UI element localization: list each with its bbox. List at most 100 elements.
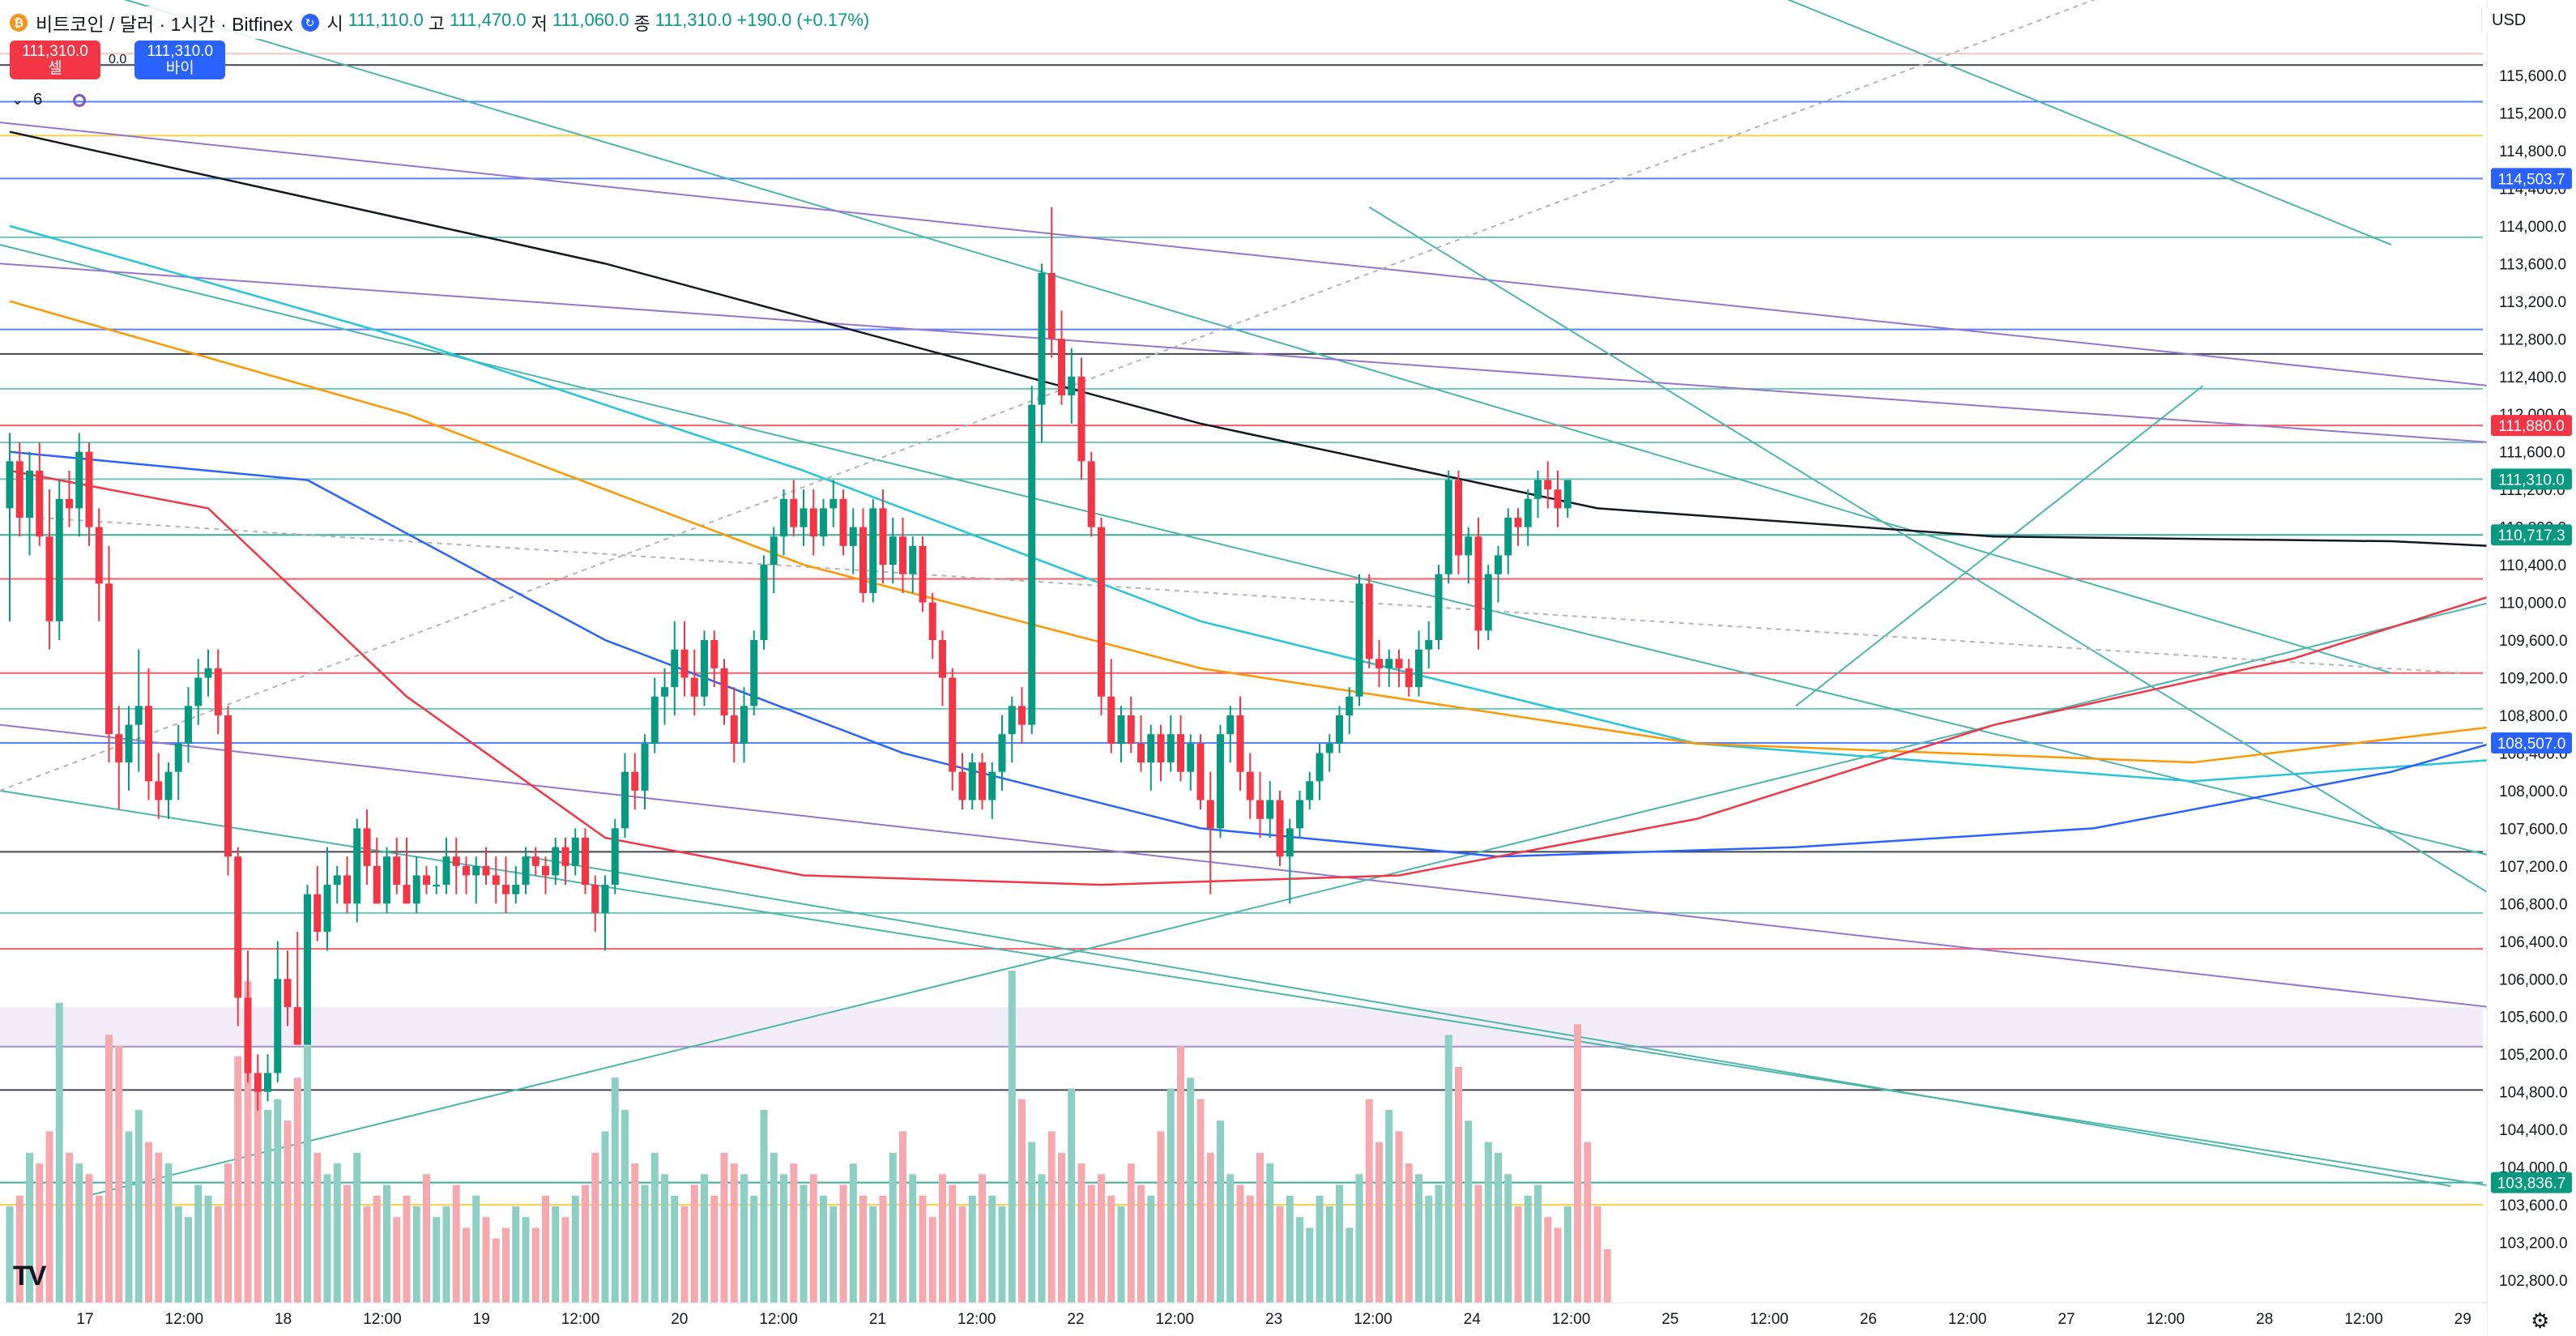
time-tick-label: 12:00	[1354, 1311, 1392, 1328]
candle-body	[1316, 753, 1324, 782]
close-label: 종	[633, 14, 650, 34]
candle	[472, 856, 480, 904]
candle-body	[760, 565, 768, 641]
candle	[1038, 263, 1046, 443]
volume-bar	[988, 1195, 996, 1303]
trend-line	[0, 122, 2491, 387]
candle-body	[1474, 536, 1482, 631]
candle-body	[412, 875, 420, 904]
candle-body	[582, 837, 589, 886]
volume-bar	[869, 1206, 877, 1303]
volume-bar	[750, 1195, 758, 1303]
volume-bar	[1534, 1184, 1542, 1303]
volume-bar	[1346, 1227, 1354, 1303]
candle	[760, 555, 768, 650]
volume-bar	[1038, 1174, 1046, 1303]
horizontal-levels	[0, 53, 2483, 1206]
volume-bar	[403, 1195, 411, 1303]
volume-bar	[6, 1206, 14, 1303]
volume-bar	[979, 1174, 986, 1303]
volume-bar	[502, 1227, 510, 1303]
candle-body	[979, 762, 986, 800]
candle-body	[1504, 518, 1512, 556]
candle-body	[383, 856, 390, 904]
candle-body	[1117, 715, 1125, 744]
candle-body	[968, 762, 976, 800]
candle-body	[264, 1073, 271, 1092]
candle	[502, 856, 510, 913]
live-refresh-icon[interactable]: ↻	[301, 14, 319, 32]
volume-bar	[1574, 1024, 1581, 1303]
currency-selector[interactable]: USD	[2481, 8, 2565, 32]
candle-body	[621, 771, 629, 829]
candle	[75, 433, 83, 537]
volume-bar	[1584, 1142, 1592, 1303]
candle	[650, 677, 659, 753]
sell-label: 셀	[48, 60, 62, 77]
volume-bar	[492, 1238, 500, 1303]
candle	[582, 828, 589, 894]
moving-average-line	[9, 450, 2576, 858]
candle-body	[1425, 640, 1433, 650]
volume-bars	[6, 971, 1611, 1303]
candle-body	[998, 734, 1006, 772]
candle	[55, 480, 63, 641]
price-tick-label: 112,400.0	[2499, 369, 2566, 386]
candle-body	[561, 847, 569, 866]
candle	[244, 950, 252, 1083]
time-axis-bg	[0, 1303, 2487, 1336]
volume-bar	[582, 1184, 589, 1303]
price-tick-label: 115,200.0	[2499, 105, 2566, 122]
candle-body	[1325, 743, 1333, 753]
candle	[1196, 734, 1205, 810]
candle	[770, 527, 778, 593]
price-tick-label: 102,800.0	[2499, 1273, 2568, 1290]
candle-body	[730, 715, 738, 744]
candle	[1028, 386, 1036, 735]
volume-bar	[1166, 1088, 1175, 1303]
chevron-down-icon[interactable]: ⌄	[11, 92, 24, 108]
candle	[522, 847, 530, 894]
candle-body	[522, 856, 530, 886]
candle	[1177, 715, 1184, 782]
gear-icon[interactable]: ⚙	[2531, 1308, 2550, 1333]
candle-body	[1038, 272, 1046, 405]
candle-body	[1246, 771, 1254, 800]
candle-body	[661, 687, 668, 697]
sell-button[interactable]: 111,310.0 셀	[10, 41, 100, 79]
high-value: 111,470.0	[450, 10, 527, 30]
price-axis: 115,600.0115,200.0114,800.0114,400.0114,…	[2486, 0, 2576, 1336]
candle-body	[125, 724, 133, 763]
candle	[1375, 640, 1383, 688]
candle-body	[601, 885, 609, 913]
candle	[1266, 781, 1274, 838]
time-tick-label: 21	[869, 1311, 886, 1328]
price-tag-label: 111,880.0	[2498, 418, 2565, 435]
candle	[780, 489, 787, 556]
candle	[859, 508, 867, 603]
indicator-visibility-icon[interactable]	[73, 93, 87, 107]
candle	[264, 1054, 271, 1102]
candle-body	[710, 640, 719, 668]
symbol-title[interactable]: 비트코인 / 달러 · 1시간 · Bitfinex	[36, 14, 293, 35]
price-tick-label: 114,000.0	[2499, 219, 2566, 236]
candle-body	[1147, 734, 1155, 763]
candle	[571, 828, 579, 876]
candle	[363, 809, 371, 886]
volume-bar	[809, 1174, 817, 1303]
volume-bar	[1068, 1088, 1076, 1303]
tradingview-logo[interactable]: TV	[13, 1261, 46, 1291]
candle	[482, 847, 490, 886]
candle-body	[1465, 536, 1473, 556]
indicator-toggle[interactable]: ⌄ 6	[11, 91, 87, 109]
candle-body	[1415, 649, 1422, 688]
buy-button[interactable]: 111,310.0 바이	[134, 41, 226, 79]
volume-bar	[164, 1163, 173, 1303]
candle-body	[353, 828, 361, 904]
price-tag: 114,503.7	[2491, 168, 2572, 190]
zone-layer	[0, 1007, 2483, 1047]
volume-bar	[313, 1152, 322, 1303]
candle	[353, 818, 361, 923]
volume-bar	[85, 1174, 93, 1303]
